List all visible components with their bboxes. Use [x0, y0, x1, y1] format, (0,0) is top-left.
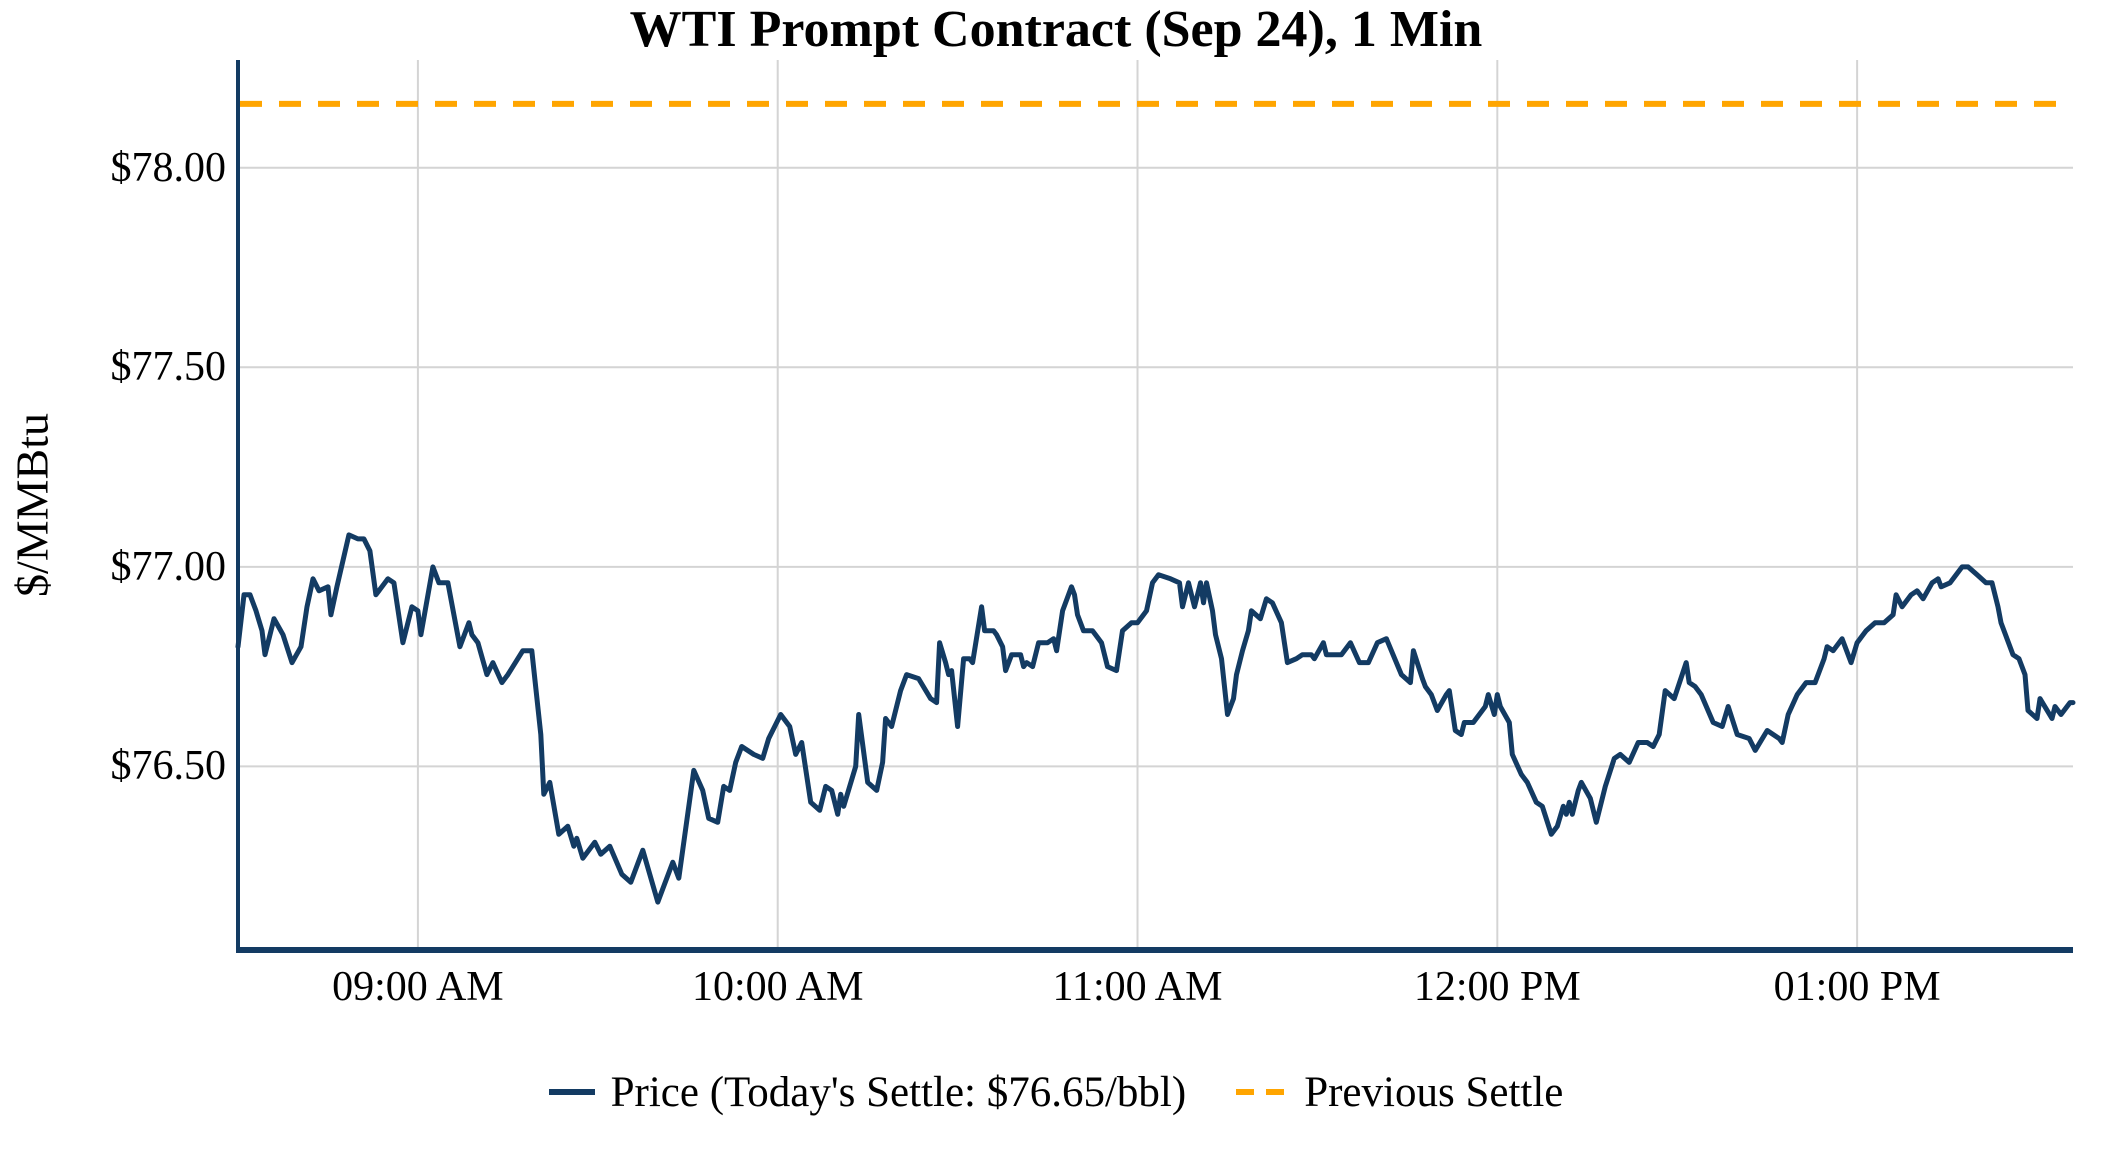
- chart-title: WTI Prompt Contract (Sep 24), 1 Min: [629, 1, 1483, 58]
- x-tick-label: 01:00 PM: [1773, 964, 1941, 1010]
- legend: Price (Today's Settle: $76.65/bbl) Previ…: [0, 1062, 2112, 1122]
- x-tick-label: 11:00 AM: [1052, 964, 1223, 1010]
- price-line-swatch: [548, 1089, 595, 1095]
- y-tick-label: $78.00: [110, 144, 227, 191]
- x-tick-label: 09:00 AM: [332, 964, 504, 1010]
- price-line: [235, 532, 2076, 905]
- legend-price-label: Price (Today's Settle: $76.65/bbl): [610, 1068, 1187, 1116]
- y-tick-label: $77.50: [110, 344, 227, 391]
- y-tick-label: $77.00: [110, 543, 227, 590]
- x-tick-label: 12:00 PM: [1413, 964, 1581, 1010]
- y-tick-label: $76.50: [110, 743, 227, 790]
- x-tick-label: 10:00 AM: [691, 964, 864, 1010]
- previous-settle-dash-swatch: [1236, 1089, 1289, 1095]
- legend-previous-settle-label: Previous Settle: [1304, 1068, 1564, 1116]
